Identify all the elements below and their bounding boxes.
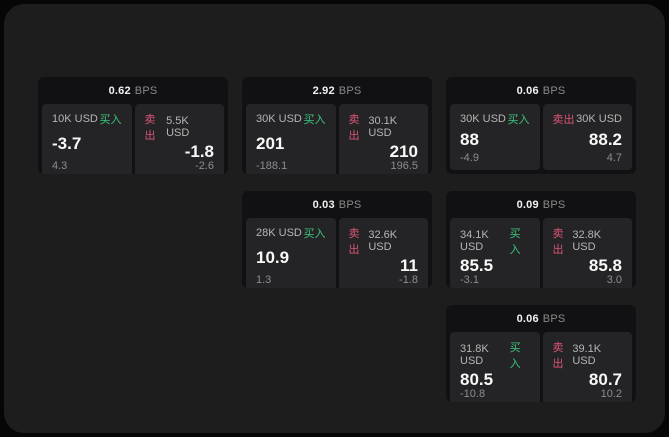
bps-header: 2.92 BPS [242,77,432,104]
sell-tile[interactable]: 卖出 39.1K USD 80.7 10.2 [542,332,632,402]
buy-amount: 28K USD [256,227,302,239]
quote-card: 0.03 BPS 28K USD 买入 10.9 1.3 卖出 32.6K US… [242,191,432,288]
buy-amount: 10K USD [52,113,98,125]
sell-tile[interactable]: 卖出 30K USD 88.2 4.7 [542,104,632,170]
buy-price: 85.5 [460,256,494,275]
buy-tile[interactable]: 30K USD 买入 201 -188.1 [246,104,336,174]
bps-unit-label: BPS [542,312,566,325]
sell-price: 80.7 [588,370,622,389]
buy-price: 88 [460,130,479,149]
bps-header: 0.03 BPS [242,191,432,218]
buy-delta: -3.1 [460,274,479,286]
sell-delta: -2.6 [195,160,214,172]
buy-tile[interactable]: 30K USD 买入 88 -4.9 [450,104,540,170]
sell-side-label: 卖出 [552,228,564,256]
bps-value: 0.62 [108,84,131,97]
bps-value: 0.03 [312,198,335,211]
sell-delta: 4.7 [606,152,622,164]
bps-header: 0.09 BPS [446,191,636,218]
bps-header: 0.06 BPS [446,77,636,104]
buy-tile[interactable]: 31.8K USD 买入 80.5 -10.8 [450,332,540,402]
buy-delta: -10.8 [460,388,486,400]
sell-tile[interactable]: 卖出 5.5K USD -1.8 -2.6 [134,104,224,174]
buy-delta: 1.3 [256,274,272,286]
bps-unit-label: BPS [134,84,158,97]
buy-price: 80.5 [460,370,494,389]
buy-delta: 4.3 [52,160,68,172]
sell-price: 85.8 [588,256,622,275]
bps-header: 0.62 BPS [38,77,228,104]
buy-side-label: 买入 [509,228,521,256]
card-body: 30K USD 买入 88 -4.9 卖出 30K USD 88.2 4.7 [446,104,636,174]
card-body: 34.1K USD 买入 85.5 -3.1 卖出 32.8K USD 85.8… [446,218,636,288]
bps-header: 0.06 BPS [446,305,636,332]
bps-value: 0.06 [516,312,539,325]
buy-amount: 30K USD [460,113,506,125]
card-body: 30K USD 买入 201 -188.1 卖出 30.1K USD 210 1… [242,104,432,174]
sell-delta: 196.5 [390,160,418,172]
main-panel: 0.62 BPS 10K USD 买入 -3.7 4.3 卖出 5.5K USD [4,4,665,433]
sell-delta: 10.2 [600,388,622,400]
sell-price: 88.2 [588,130,622,149]
sell-amount: 39.1K USD [572,343,602,367]
buy-side-label: 买入 [303,228,326,240]
buy-side-label: 买入 [303,114,326,126]
quote-card-grid: 0.62 BPS 10K USD 买入 -3.7 4.3 卖出 5.5K USD [38,77,636,402]
bps-unit-label: BPS [542,84,566,97]
buy-price: 201 [256,134,285,153]
buy-amount: 30K USD [256,113,302,125]
sell-side-label: 卖出 [144,114,156,142]
quote-card: 0.06 BPS 30K USD 买入 88 -4.9 卖出 30K USD [446,77,636,174]
sell-delta: 3.0 [606,274,622,286]
sell-price: 11 [400,256,418,275]
buy-side-label: 买入 [509,342,521,370]
bps-unit-label: BPS [338,198,362,211]
sell-tile[interactable]: 卖出 32.8K USD 85.8 3.0 [542,218,632,288]
buy-side-label: 买入 [99,114,122,126]
buy-price: -3.7 [52,134,82,153]
card-body: 10K USD 买入 -3.7 4.3 卖出 5.5K USD -1.8 -2.… [38,104,228,174]
quote-card: 2.92 BPS 30K USD 买入 201 -188.1 卖出 30.1K … [242,77,432,174]
buy-tile[interactable]: 10K USD 买入 -3.7 4.3 [42,104,132,174]
card-body: 31.8K USD 买入 80.5 -10.8 卖出 39.1K USD 80.… [446,332,636,402]
sell-side-label: 卖出 [348,114,360,142]
buy-tile[interactable]: 34.1K USD 买入 85.5 -3.1 [450,218,540,288]
bps-value: 0.06 [516,84,539,97]
buy-delta: -188.1 [256,160,288,172]
buy-amount: 31.8K USD [460,343,489,367]
sell-amount: 30K USD [576,113,622,125]
sell-amount: 5.5K USD [166,115,190,139]
bps-unit-label: BPS [542,198,566,211]
sell-tile[interactable]: 卖出 32.6K USD 11 -1.8 [338,218,428,288]
card-body: 28K USD 买入 10.9 1.3 卖出 32.6K USD 11 -1.8 [242,218,432,288]
sell-amount: 32.6K USD [368,229,398,253]
bps-value: 0.09 [516,198,539,211]
buy-price: 10.9 [256,248,290,267]
quote-card: 0.06 BPS 31.8K USD 买入 80.5 -10.8 卖出 39.1… [446,305,636,402]
quote-card: 0.09 BPS 34.1K USD 买入 85.5 -3.1 卖出 32.8K… [446,191,636,288]
sell-delta: -1.8 [399,274,418,286]
buy-side-label: 买入 [507,114,530,126]
bps-value: 2.92 [312,84,335,97]
buy-tile[interactable]: 28K USD 买入 10.9 1.3 [246,218,336,288]
sell-side-label: 卖出 [552,342,564,370]
quote-card: 0.62 BPS 10K USD 买入 -3.7 4.3 卖出 5.5K USD [38,77,228,174]
sell-amount: 30.1K USD [368,115,398,139]
sell-tile[interactable]: 卖出 30.1K USD 210 196.5 [338,104,428,174]
buy-delta: -4.9 [460,152,479,164]
sell-amount: 32.8K USD [572,229,602,253]
sell-side-label: 卖出 [348,228,360,256]
sell-price: 210 [389,142,418,161]
bps-unit-label: BPS [338,84,362,97]
sell-price: -1.8 [184,142,214,161]
sell-side-label: 卖出 [552,114,575,126]
buy-amount: 34.1K USD [460,229,489,253]
